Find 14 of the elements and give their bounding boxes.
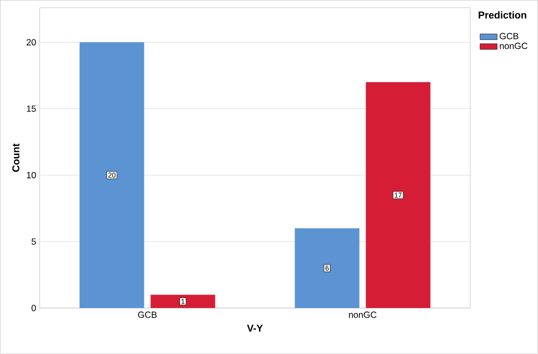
bar [294,228,360,308]
y-tick-label: 0 [32,304,36,312]
bar [366,82,430,308]
bar [150,294,216,308]
legend-label: GCB [500,33,518,40]
y-tick-label: 20 [26,39,36,46]
y-tick-label: 5 [32,238,36,245]
legend-label: nonGC [500,42,528,50]
bar [80,42,144,308]
y-tick-label: 10 [26,172,36,178]
y-axis-title: Count [12,144,20,172]
y-tick-label: 15 [26,106,36,112]
legend-title: Prediction [478,11,526,19]
x-axis-title: V-Y [247,324,263,332]
